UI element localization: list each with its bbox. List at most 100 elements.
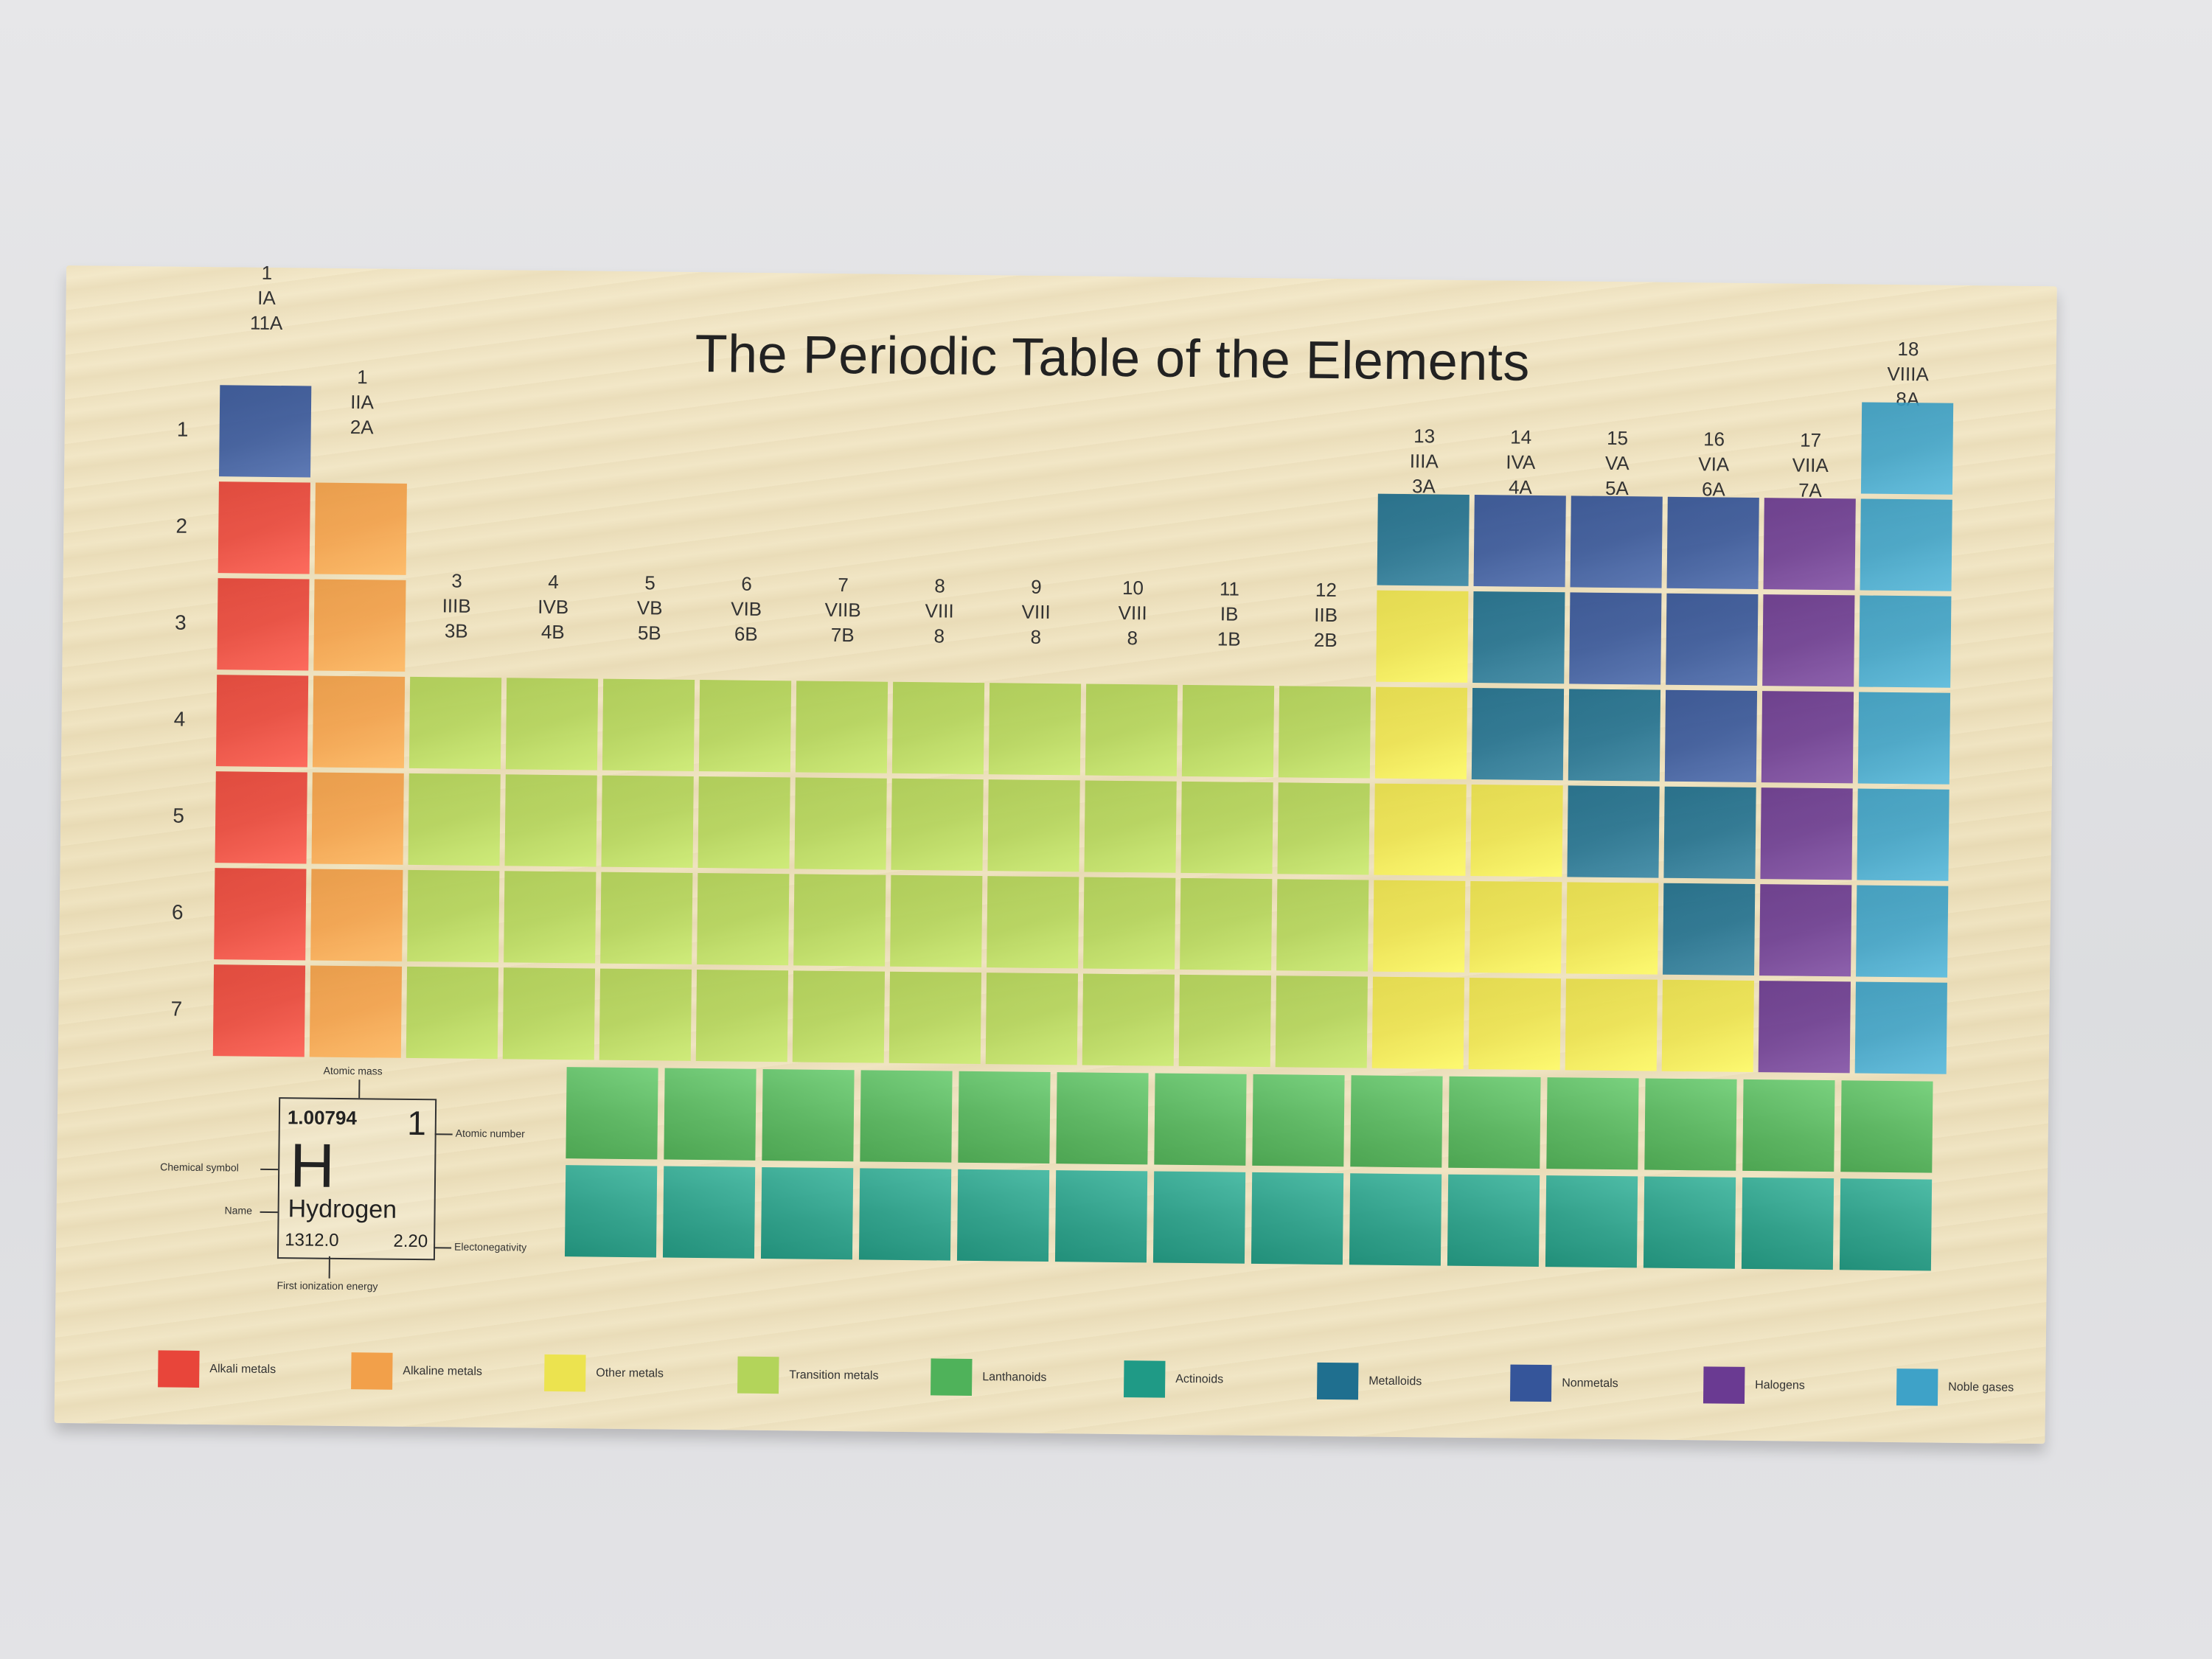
element-cell [1473, 495, 1566, 588]
actinoid-cell [858, 1168, 952, 1261]
element-cell [698, 776, 790, 869]
group-labels: 1 IA 11A 1 IIA 2A 3 IIIB 3B 4 IVB 4B 5 VB 5B 6 VIB 6B 7 VII… [66, 262, 2057, 651]
group-label-2: 1 IIA 2A [321, 364, 403, 440]
element-cell [1854, 981, 1947, 1074]
element-cell [505, 678, 599, 771]
legend-swatch [544, 1354, 586, 1392]
element-cell [219, 385, 312, 478]
element-cell [313, 579, 406, 672]
group-label-13: 13 IIIA 3A [1383, 423, 1465, 499]
element-cell [1471, 688, 1565, 781]
group-label-line: IA [257, 286, 276, 309]
lanthanoid-cell [1644, 1078, 1737, 1171]
element-cell [888, 971, 982, 1065]
element-cell [1568, 689, 1661, 782]
group-label-line: 1 [357, 366, 368, 389]
period-label-4: 4 [173, 707, 186, 731]
element-cell [311, 772, 404, 865]
element-cell [792, 970, 886, 1063]
element-cell [408, 676, 502, 770]
lanthanoid-cell [566, 1067, 658, 1160]
element-cell [1178, 974, 1272, 1068]
element-cell [1763, 498, 1856, 591]
group-label-line: IB [1220, 602, 1239, 625]
element-cell [502, 967, 596, 1060]
key-atomic-mass: 1.00794 [287, 1106, 358, 1130]
legend-swatch [1509, 1364, 1552, 1402]
legend-label: Halogens [1755, 1379, 1805, 1392]
element-cell [1371, 976, 1464, 1069]
key-label-atomic-number: Atomic number [455, 1127, 525, 1140]
element-cell [1277, 782, 1370, 875]
key-label-symbol: Chemical symbol [160, 1161, 239, 1174]
group-label-line: 2B [1313, 628, 1338, 652]
lanthanoid-cell [1154, 1073, 1247, 1166]
period-label-1: 1 [176, 417, 189, 441]
legend-label: Transition metals [789, 1368, 879, 1382]
group-label-line: 7 [838, 573, 849, 597]
element-cell [218, 481, 310, 574]
lanthanoid-cell [762, 1068, 855, 1162]
element-cell [1374, 783, 1467, 876]
key-line-ionization [328, 1256, 330, 1279]
element-cell [599, 968, 692, 1061]
group-label-line: 8 [933, 625, 945, 647]
group-label-line: 13 [1413, 425, 1436, 448]
group-label-7: 7 VIIB 7B [802, 571, 884, 647]
actinoid-cell [1643, 1176, 1736, 1269]
lanthanoid-cell [860, 1070, 953, 1163]
element-cell [215, 771, 307, 864]
key-line-number [434, 1133, 453, 1135]
lanthanoid-cell [1056, 1072, 1149, 1165]
actinoid-cell [956, 1169, 1050, 1262]
group-label-17: 17 VIIA 7A [1770, 427, 1851, 503]
lanthanoid-cell [1448, 1076, 1541, 1169]
element-cell [1083, 877, 1176, 970]
group-label-11: 11 IB 1B [1189, 576, 1270, 652]
group-label-1: 1 IA 11A [226, 260, 307, 335]
group-label-line: VIB [731, 597, 762, 620]
element-cell [1759, 884, 1852, 977]
group-label-line: 5 [644, 571, 655, 594]
element-cell [1570, 495, 1663, 588]
element-cell [1663, 883, 1756, 976]
group-label-line: IVB [538, 595, 569, 619]
legend: Alkali metals Alkaline metals Other metals… [66, 265, 2057, 1406]
element-cell [504, 774, 597, 867]
element-cell [1470, 880, 1562, 974]
legend-label: Lanthanoids [982, 1371, 1047, 1385]
actinoid-cell [1447, 1174, 1540, 1267]
element-cell [1859, 595, 1952, 688]
group-label-line: VIII [1021, 600, 1051, 624]
key-label-name: Name [224, 1204, 253, 1217]
element-cell [1760, 787, 1853, 880]
actinoid-cell [1545, 1175, 1638, 1268]
board-title: The Periodic Table of the Elements [695, 324, 1531, 392]
element-cell [1373, 880, 1466, 973]
element-cell [1468, 977, 1561, 1071]
legend-swatch [1124, 1360, 1166, 1398]
group-label-line: 5B [637, 622, 661, 644]
element-cell [1276, 879, 1369, 972]
group-label-line: 8 [934, 574, 945, 597]
group-label-14: 14 IVA 4A [1480, 424, 1562, 500]
legend-swatch [1703, 1366, 1745, 1404]
group-label-3: 3 IIIB 3B [416, 568, 498, 644]
element-cell [312, 675, 406, 768]
element-cell [1761, 691, 1854, 784]
element-cell [1666, 496, 1759, 590]
actinoid-cell [760, 1166, 854, 1260]
element-cell [1470, 784, 1563, 877]
period-label-7: 7 [170, 997, 183, 1020]
element-cell [1181, 684, 1275, 778]
element-cell [1758, 981, 1851, 1074]
group-label-line: 18 [1897, 338, 1919, 361]
group-label-line: 6B [734, 622, 758, 645]
group-label-line: VIIA [1792, 453, 1829, 477]
group-label-line: 15 [1607, 426, 1629, 450]
element-cell [214, 868, 307, 961]
key-line-electroneg [434, 1247, 452, 1249]
lanthanoid-cell [1546, 1077, 1639, 1170]
group-label-line: 6 [741, 572, 752, 595]
